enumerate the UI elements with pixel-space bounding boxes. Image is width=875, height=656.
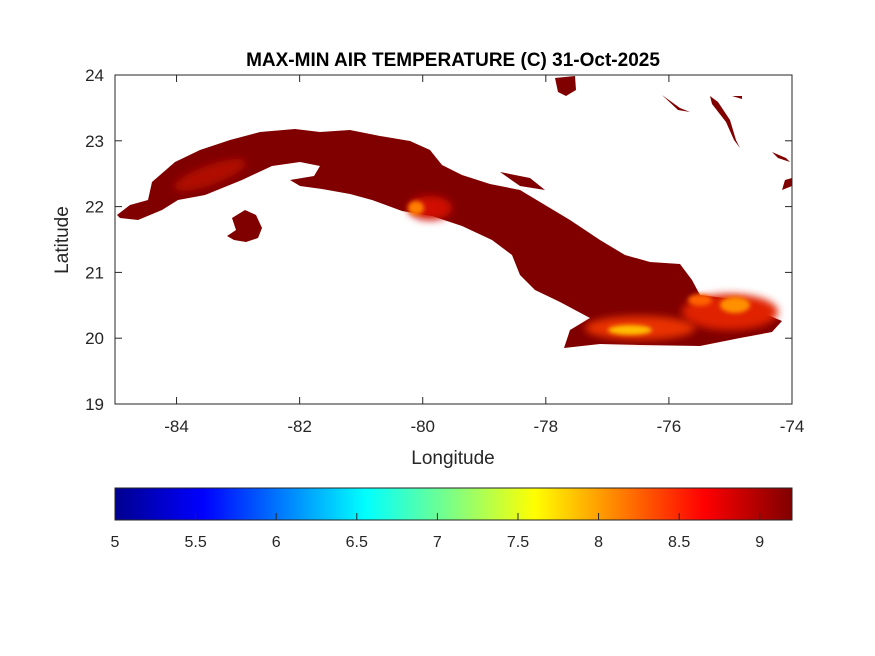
x-tick-label: -74 xyxy=(780,417,805,436)
y-tick-label: 19 xyxy=(85,395,104,414)
colorbar-tick-label: 6 xyxy=(272,534,281,551)
colorbar-tick-label: 8 xyxy=(594,534,603,551)
colorbar-tick-label: 7.5 xyxy=(507,534,529,551)
y-tick-label: 20 xyxy=(85,329,104,348)
x-tick-label: -82 xyxy=(287,417,312,436)
x-tick-label: -80 xyxy=(410,417,435,436)
cayos-north xyxy=(500,76,792,190)
cuba-main-island xyxy=(117,129,782,348)
colorbar-tick-label: 5.5 xyxy=(184,534,206,551)
colorbar-tick-label: 6.5 xyxy=(346,534,368,551)
y-tick-label: 21 xyxy=(85,263,104,282)
colorbar xyxy=(114,487,793,521)
colorbar-tick-label: 9 xyxy=(755,534,764,551)
y-axis-label: Latitude xyxy=(52,206,73,274)
warm-anomaly-areas xyxy=(174,158,778,340)
x-axis-label: Longitude xyxy=(411,448,494,469)
x-ticks: -84 -82 -80 -78 -76 -74 xyxy=(164,75,804,436)
x-tick-label: -78 xyxy=(534,417,559,436)
colorbar-tick-label: 5 xyxy=(111,534,120,551)
x-tick-label: -84 xyxy=(164,417,189,436)
x-tick-label: -76 xyxy=(657,417,682,436)
colorbar-ticks: 5 5.5 6 6.5 7 7.5 8 8.5 9 xyxy=(111,513,764,551)
colorbar-tick-label: 8.5 xyxy=(668,534,690,551)
colorbar-tick-label: 7 xyxy=(433,534,442,551)
y-ticks: 19 20 21 22 23 24 xyxy=(85,66,792,414)
axes-box xyxy=(114,74,793,405)
chart-title: MAX-MIN AIR TEMPERATURE (C) 31-Oct-2025 xyxy=(246,50,660,71)
y-tick-label: 22 xyxy=(85,198,104,217)
y-tick-label: 23 xyxy=(85,132,104,151)
isla-de-la-juventud xyxy=(227,210,262,242)
map-data xyxy=(117,76,792,348)
y-tick-label: 24 xyxy=(85,66,104,85)
